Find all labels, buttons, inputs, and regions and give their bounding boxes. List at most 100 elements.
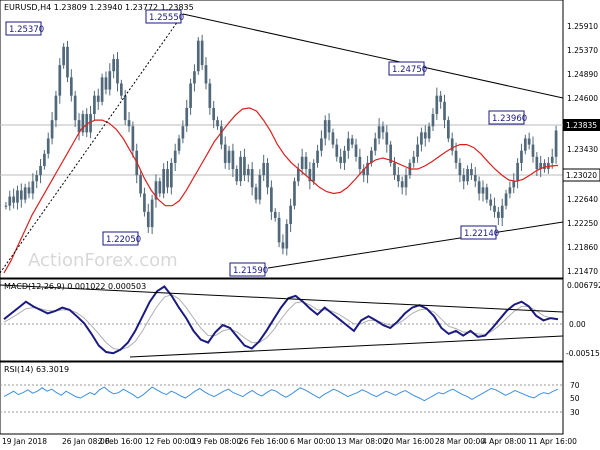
- candle-body: [443, 101, 446, 121]
- candle-body: [508, 187, 512, 194]
- candle-body: [112, 59, 115, 72]
- svg-text:1.23430: 1.23430: [567, 145, 598, 154]
- svg-text:1.25370: 1.25370: [567, 46, 598, 55]
- candle-body: [385, 132, 389, 145]
- candle-body: [143, 193, 146, 212]
- candle-body: [497, 211, 500, 218]
- candle-body: [27, 187, 31, 194]
- macd-header-info: MACD(12,26,9) 0.001022 0.000503: [4, 282, 146, 291]
- rsi-panel-frame: [0, 361, 564, 435]
- candle-body: [131, 126, 135, 151]
- dotted-trendline: [0, 13, 184, 274]
- candle-body: [362, 169, 366, 176]
- candle-body: [150, 199, 154, 228]
- svg-text:19 Feb 08:00: 19 Feb 08:00: [192, 437, 241, 446]
- candle-body: [412, 156, 416, 163]
- candle-body: [193, 71, 196, 84]
- candle-body: [96, 95, 100, 102]
- macd-tick-bottom: -0.005157: [566, 349, 600, 358]
- candle-body: [500, 205, 504, 218]
- candle-body: [89, 114, 92, 133]
- moving-average-line: [3, 107, 559, 274]
- candle-body: [331, 132, 335, 145]
- candle-body: [450, 138, 454, 151]
- svg-text:1.21470: 1.21470: [567, 267, 598, 276]
- svg-text:1.25910: 1.25910: [567, 22, 598, 31]
- candle-body: [270, 187, 273, 212]
- candle-body: [139, 175, 142, 194]
- candle-body: [281, 242, 285, 249]
- candle-body: [12, 196, 15, 203]
- candle-body: [162, 169, 166, 194]
- rsi-line: [3, 386, 559, 402]
- candle-body: [527, 138, 531, 145]
- candle-series: [4, 34, 558, 256]
- candle-body: [427, 126, 431, 139]
- price-label-4: 1.21590: [229, 262, 268, 277]
- candle-body: [66, 46, 69, 78]
- svg-text:11 Apr 16:00: 11 Apr 16:00: [528, 437, 577, 446]
- candle-body: [185, 107, 189, 127]
- candle-body: [173, 150, 177, 163]
- candle-body: [358, 156, 362, 170]
- candle-body: [293, 181, 296, 206]
- candle-body: [127, 120, 131, 127]
- svg-text:19 Jan 2018: 19 Jan 2018: [2, 437, 47, 446]
- x-axis: 19 Jan 2018 26 Jan 08:00 2 Feb 16:00 12 …: [2, 437, 577, 446]
- candle-body: [81, 114, 85, 133]
- candle-body: [366, 162, 369, 176]
- candle-body: [4, 205, 8, 207]
- candle-body: [493, 205, 496, 212]
- candle-body: [512, 181, 516, 188]
- candle-body: [235, 169, 239, 182]
- candle-body: [339, 156, 342, 163]
- candle-body: [489, 199, 493, 206]
- candle-body: [554, 130, 558, 157]
- candle-body: [200, 40, 204, 66]
- svg-text:1.22140: 1.22140: [464, 229, 499, 239]
- svg-text:1.22050: 1.22050: [106, 235, 141, 245]
- candle-body: [296, 169, 300, 182]
- candle-body: [289, 205, 292, 225]
- candle-body: [31, 181, 35, 194]
- candle-body: [416, 144, 419, 157]
- candle-body: [166, 169, 169, 188]
- candle-body: [308, 169, 312, 182]
- candle-body: [535, 156, 539, 170]
- candle-body: [93, 95, 96, 115]
- macd-tick-top: 0.006792: [567, 281, 600, 290]
- candle-body: [481, 187, 485, 194]
- candle-body: [277, 217, 281, 243]
- candle-body: [108, 71, 112, 90]
- rsi-tick-70: 70: [570, 381, 580, 390]
- candle-body: [220, 126, 223, 145]
- candle-body: [420, 132, 423, 145]
- candle-body: [400, 181, 404, 188]
- candle-body: [285, 224, 289, 249]
- candle-body: [447, 120, 450, 139]
- candle-body: [16, 190, 19, 203]
- candle-body: [8, 196, 12, 206]
- svg-text:1.22640: 1.22640: [567, 195, 598, 204]
- rsi-tick-50: 50: [570, 394, 580, 403]
- candle-body: [393, 162, 396, 176]
- candle-body: [470, 169, 473, 176]
- candle-body: [466, 169, 469, 182]
- candle-body: [485, 187, 489, 200]
- candle-body: [343, 150, 346, 163]
- candle-body: [431, 114, 435, 127]
- macd-panel-frame: [0, 278, 564, 362]
- candle-body: [54, 95, 58, 121]
- candle-body: [439, 95, 443, 102]
- candle-body: [346, 138, 350, 151]
- candle-body: [473, 175, 477, 182]
- rsi-tick-30: 30: [570, 408, 580, 417]
- candle-body: [516, 162, 519, 182]
- candle-body: [266, 162, 269, 188]
- svg-text:1.23020: 1.23020: [566, 171, 597, 180]
- candle-body: [123, 95, 127, 121]
- candle-body: [227, 150, 231, 163]
- candle-body: [335, 144, 339, 157]
- svg-text:26 Feb 16:00: 26 Feb 16:00: [239, 437, 288, 446]
